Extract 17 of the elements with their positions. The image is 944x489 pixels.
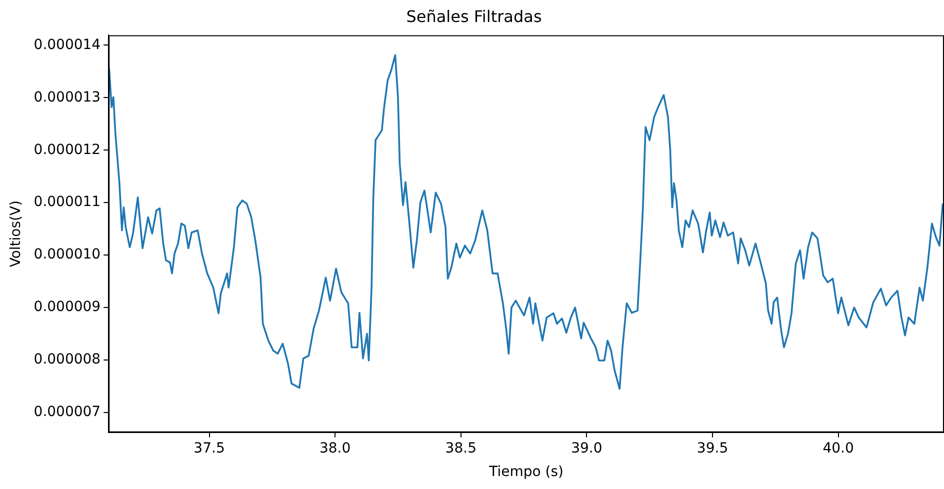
y-tick-label: 0.000008 bbox=[34, 352, 101, 368]
x-tick-label: 39.5 bbox=[696, 440, 728, 456]
y-tick-label: 0.000009 bbox=[34, 299, 101, 316]
x-tick-label: 40.0 bbox=[822, 440, 854, 456]
x-axis-title: Tiempo (s) bbox=[488, 464, 564, 480]
x-tick-label: 38.5 bbox=[445, 440, 476, 456]
y-tick-label: 0.000012 bbox=[34, 142, 101, 158]
y-tick-label: 0.000013 bbox=[34, 89, 101, 106]
x-tick-label: 37.5 bbox=[194, 440, 225, 456]
y-tick-label: 0.000007 bbox=[34, 404, 101, 420]
y-tick-label: 0.000014 bbox=[34, 36, 101, 53]
y-tick-label: 0.000010 bbox=[34, 246, 101, 263]
y-tick-label: 0.000011 bbox=[34, 194, 101, 210]
x-tick-label: 38.0 bbox=[319, 440, 351, 456]
x-tick-label: 39.0 bbox=[571, 440, 602, 456]
y-axis-title: Voltios(V) bbox=[8, 200, 24, 268]
chart-title: Señales Filtradas bbox=[406, 6, 542, 26]
